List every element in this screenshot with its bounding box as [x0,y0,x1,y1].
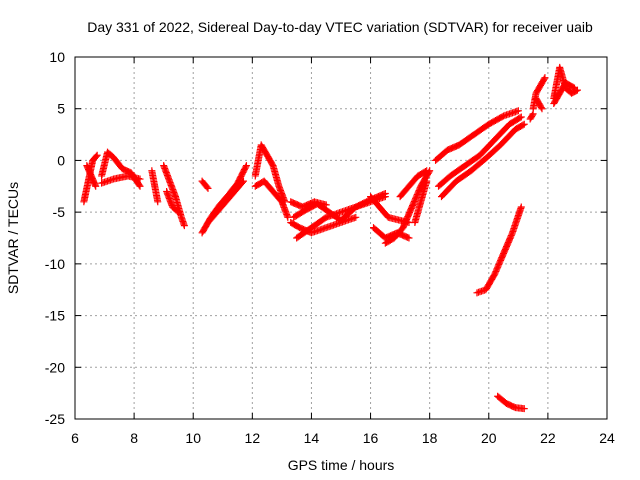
y-tick-label: -5 [53,204,66,220]
y-tick-label: 5 [57,101,65,117]
data-point-arc-28 [538,105,546,113]
data-point-arc-23 [516,114,524,122]
series-arc-23 [435,113,525,190]
x-axis-title: GPS time / hours [288,457,395,473]
data-point-arc-03 [136,182,144,190]
data-point-arc-25 [517,203,525,211]
series-arc-06 [160,162,188,230]
grid-layer [75,57,607,419]
series-arc-28 [532,94,546,113]
series-arc-16 [287,198,330,211]
chart-title: Day 331 of 2022, Sidereal Day-to-day VTE… [87,19,593,35]
y-tick-label: 10 [49,49,65,65]
x-tick-label: 6 [71,430,79,446]
series-arc-04 [98,172,144,187]
data-point-arc-24 [520,120,528,128]
x-tick-label: 14 [304,430,320,446]
data-point-arc-09 [242,162,250,170]
data-point-arc-15 [381,193,389,201]
y-tick-label: -20 [45,359,65,375]
data-point-arc-02 [92,182,100,190]
data-point-arc-20 [423,167,431,175]
x-tick-label: 24 [599,430,615,446]
series-arc-30 [550,79,578,108]
y-tick-label: -15 [45,308,65,324]
series-arc-21 [411,177,431,226]
y-axis-title: SDTVAR / TECUs [5,182,21,294]
x-tick-label: 10 [185,430,201,446]
series-arc-05 [148,167,162,206]
data-point-arc-08 [204,184,212,192]
data-point-arc-10 [239,177,247,185]
data-point-arc-23 [517,113,525,121]
data-point-arc-05 [154,198,162,206]
series-arc-10 [204,177,247,226]
y-tick-labels: -25 -20 -15 -10 -5 0 5 10 [45,49,65,427]
data-point-arc-01 [92,152,100,160]
data-point-arc-07 [174,208,182,216]
series-arc-20 [396,167,431,201]
data-point-arc-04 [136,175,144,183]
data-point-arc-31 [528,111,536,119]
tick-marks-layer [74,56,608,420]
plot-frame [74,56,608,420]
y-tick-label: -25 [45,411,65,427]
data-point-arc-16 [322,201,330,209]
x-tick-label: 12 [245,430,261,446]
x-tick-label: 8 [130,430,138,446]
x-tick-label: 18 [422,430,438,446]
series-arc-07 [163,187,182,216]
data-points-layer [80,63,581,413]
series-arc-22 [432,107,522,164]
data-point-arc-06 [180,222,188,230]
data-point-arc-10 [238,178,246,186]
data-point-arc-03 [135,181,143,189]
series-arc-02 [83,162,100,190]
data-point-arc-30 [570,84,578,92]
data-point-arc-26 [520,405,528,413]
data-point-arc-18 [405,234,413,242]
series-arc-26 [494,392,528,413]
series-arc-25 [473,203,525,297]
data-point-arc-24 [519,121,527,129]
series-arc-24 [437,120,528,201]
x-tick-label: 22 [540,430,556,446]
data-point-arc-27 [540,75,548,83]
data-point-arc-20 [421,168,429,176]
data-point-arc-30 [569,83,577,91]
series-arc-11 [251,141,289,206]
series-arc-31 [526,110,537,123]
data-point-arc-01 [93,151,101,159]
x-tick-label: 20 [481,430,497,446]
data-point-arc-12 [284,213,292,221]
data-point-arc-13 [352,213,360,221]
y-tick-label: -10 [45,256,65,272]
x-tick-labels: 6 8 10 12 14 16 18 20 22 24 [71,430,615,446]
series-arc-08 [198,177,212,192]
data-point-arc-27 [541,74,549,82]
x-tick-label: 16 [363,430,379,446]
data-point-arc-21 [423,177,431,185]
data-point-arc-09 [242,163,250,171]
data-point-arc-28 [537,103,545,111]
data-point-arc-31 [529,110,537,118]
y-tick-label: 0 [57,152,65,168]
data-point-arc-07 [173,207,181,215]
series-arc-12 [251,177,292,221]
data-point-arc-22 [514,107,522,115]
data-point-arc-08 [203,183,211,191]
